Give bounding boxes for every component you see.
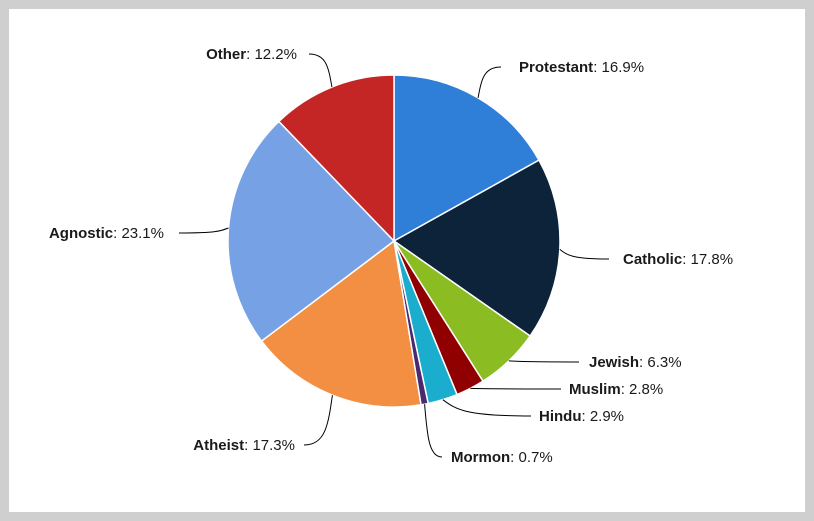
data-labels: Protestant: 16.9%Catholic: 17.8%Jewish: … xyxy=(49,46,733,466)
connector-other xyxy=(308,53,333,88)
data-label-value: : 16.9% xyxy=(593,59,644,76)
data-label-value: : 12.2% xyxy=(246,46,297,63)
data-label-other: Other: 12.2% xyxy=(206,46,297,63)
data-label-muslim: Muslim: 2.8% xyxy=(569,381,663,398)
connector-catholic xyxy=(559,248,610,260)
data-label-name: Catholic xyxy=(623,251,682,268)
data-label-value: : 17.8% xyxy=(682,251,733,268)
data-label-name: Agnostic xyxy=(49,225,113,242)
data-label-value: : 6.3% xyxy=(639,354,682,371)
data-label-mormon: Mormon: 0.7% xyxy=(451,449,553,466)
connector-muslim xyxy=(470,387,562,390)
pie-chart: Protestant: 16.9%Catholic: 17.8%Jewish: … xyxy=(49,46,733,466)
label-connectors xyxy=(178,53,610,458)
pie-slice-agnostic[interactable] xyxy=(227,120,395,342)
data-label-name: Protestant xyxy=(519,59,593,76)
connector-atheist xyxy=(303,395,333,446)
data-label-value: : 0.7% xyxy=(510,449,553,466)
chart-frame: Protestant: 16.9% Catholic: 17.8% Jewish: … xyxy=(9,9,805,512)
data-label-catholic: Catholic: 17.8% xyxy=(623,251,733,268)
pie-slices xyxy=(227,74,561,408)
data-label-value: : 23.1% xyxy=(113,225,164,242)
data-label-name: Atheist xyxy=(193,437,244,454)
data-label-name: Hindu xyxy=(539,408,582,425)
data-label-name: Jewish xyxy=(589,354,639,371)
connector-jewish xyxy=(508,360,580,363)
data-label-hindu: Hindu: 2.9% xyxy=(539,408,624,425)
data-label-value: : 2.9% xyxy=(582,408,625,425)
connector-mormon xyxy=(424,404,443,458)
pie-slice-atheist[interactable] xyxy=(260,240,422,408)
data-label-protestant: Protestant: 16.9% xyxy=(519,59,644,76)
pie-slice-other[interactable] xyxy=(278,74,395,242)
pie-slice-protestant[interactable] xyxy=(393,74,540,242)
data-label-value: : 2.8% xyxy=(621,381,664,398)
data-label-atheist: Atheist: 17.3% xyxy=(193,437,295,454)
data-label-name: Muslim xyxy=(569,381,621,398)
data-label-name: Other xyxy=(206,46,246,63)
data-label-agnostic: Agnostic: 23.1% xyxy=(49,225,164,242)
connector-hindu xyxy=(442,399,532,417)
connector-agnostic xyxy=(178,227,229,234)
connector-protestant xyxy=(477,66,502,98)
data-label-jewish: Jewish: 6.3% xyxy=(589,354,682,371)
data-label-value: : 17.3% xyxy=(244,437,295,454)
data-label-name: Mormon xyxy=(451,449,510,466)
